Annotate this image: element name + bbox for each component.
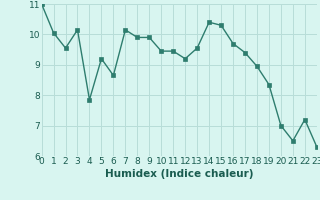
X-axis label: Humidex (Indice chaleur): Humidex (Indice chaleur) (105, 169, 253, 179)
